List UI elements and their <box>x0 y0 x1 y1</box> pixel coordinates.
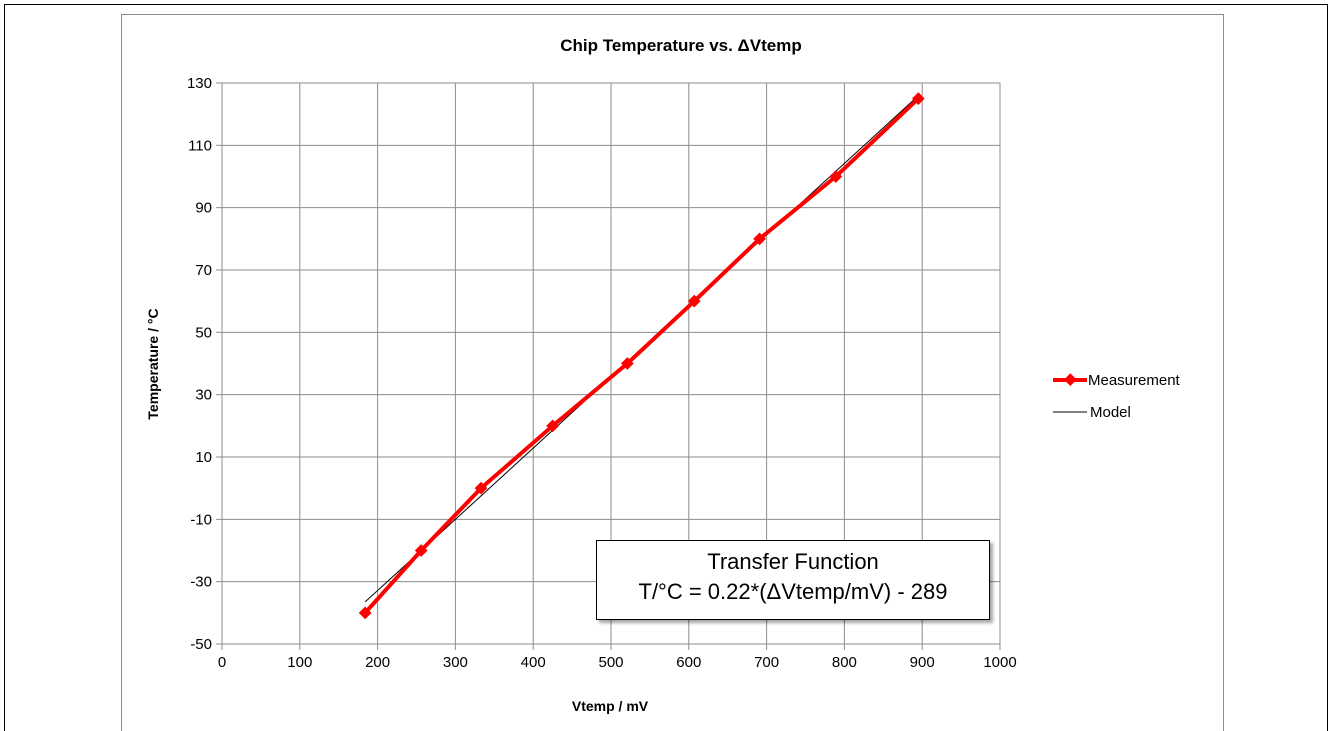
measurement-point <box>474 481 488 495</box>
legend-measurement-marker <box>1063 373 1077 387</box>
y-axis-title: Temperature / °C <box>145 308 161 419</box>
y-tick-label: 130 <box>187 75 212 92</box>
x-tick-label: 300 <box>443 654 468 671</box>
y-tick-label: 50 <box>195 324 212 341</box>
y-tick-label: 70 <box>195 262 212 279</box>
transfer-function-formula: T/°C = 0.22*(ΔVtemp/mV) - 289 <box>638 579 948 604</box>
x-tick-label: 800 <box>832 654 857 671</box>
x-tick-label: 0 <box>218 654 226 671</box>
y-tick-label: 10 <box>195 449 212 466</box>
y-tick-label: -50 <box>190 636 212 653</box>
legend-measurement-label: Measurement <box>1088 372 1181 389</box>
page-frame <box>4 4 1328 731</box>
y-tick-label: 30 <box>195 387 212 404</box>
series-layer <box>358 92 925 620</box>
x-axis-title: Vtemp / mV <box>572 698 649 714</box>
legend-model-label: Model <box>1090 404 1131 421</box>
chart-title: Chip Temperature vs. ΔVtemp <box>560 36 801 55</box>
x-tick-label: 700 <box>754 654 779 671</box>
y-tick-labels: 130 110 90 70 50 30 10 -10 -30 -50 <box>187 75 212 653</box>
x-tick-label: 1000 <box>983 654 1016 671</box>
y-tick-label: 90 <box>195 200 212 217</box>
y-tick-label: 110 <box>188 137 212 154</box>
transfer-function-box: Transfer Function T/°C = 0.22*(ΔVtemp/mV… <box>596 540 990 620</box>
x-tick-label: 100 <box>287 654 312 671</box>
x-tick-labels: 0 100 200 300 400 500 600 700 800 900 1000 <box>218 654 1017 671</box>
x-tick-label: 600 <box>676 654 701 671</box>
y-tick-label: -30 <box>190 574 212 591</box>
transfer-function-title: Transfer Function <box>707 549 879 574</box>
x-tick-label: 900 <box>910 654 935 671</box>
x-tick-label: 500 <box>598 654 623 671</box>
x-tick-label: 400 <box>521 654 546 671</box>
legend: Measurement Model <box>1053 372 1181 421</box>
y-tick-label: -10 <box>190 511 212 528</box>
x-tick-label: 200 <box>365 654 390 671</box>
